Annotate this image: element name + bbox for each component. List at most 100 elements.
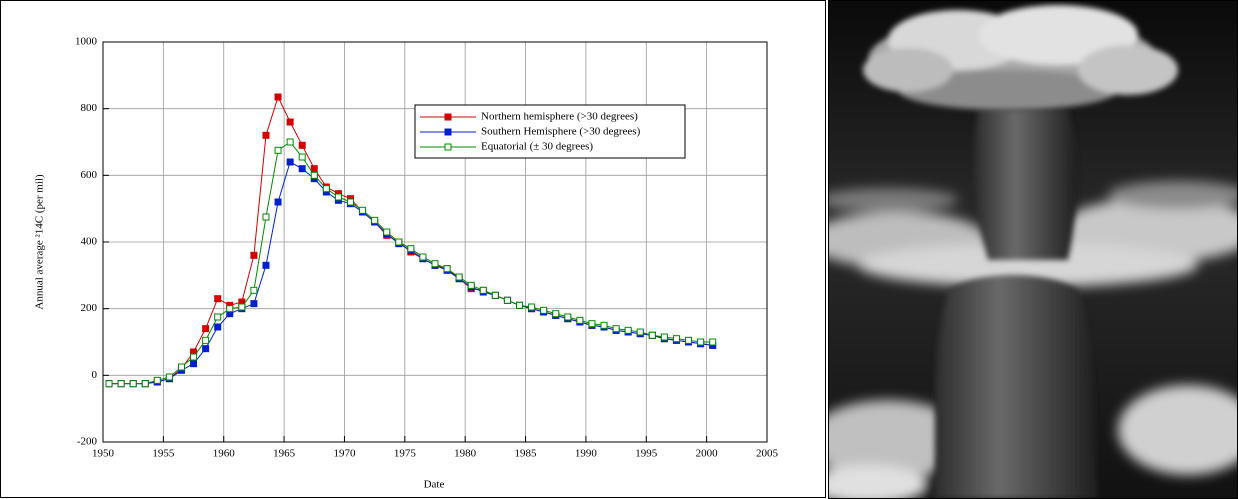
x-tick-label: 1980: [454, 448, 477, 460]
y-axis-label: Annual average ²14C (per mil): [34, 174, 46, 310]
marker: [165, 373, 173, 381]
marker: [648, 331, 656, 339]
marker: [503, 296, 511, 304]
marker: [238, 303, 246, 311]
marker: [612, 325, 620, 333]
marker: [431, 260, 439, 268]
marker: [310, 165, 318, 173]
y-tick-label: 1000: [75, 36, 98, 48]
marker: [528, 303, 536, 311]
marker: [286, 138, 294, 146]
marker: [636, 328, 644, 336]
marker: [262, 213, 270, 221]
marker: [250, 251, 258, 259]
marker: [274, 146, 282, 154]
marker: [552, 310, 560, 318]
marker: [443, 265, 451, 273]
marker: [141, 380, 149, 388]
legend-marker: [444, 113, 452, 121]
legend: Northern hemisphere (>30 degrees) Souther…: [414, 104, 686, 159]
x-tick-label: 1965: [273, 448, 296, 460]
x-tick-label: 2000: [696, 448, 719, 460]
marker: [190, 353, 198, 361]
marker: [334, 193, 342, 201]
marker: [685, 336, 693, 344]
y-tick-label: 800: [81, 102, 98, 114]
marker: [298, 141, 306, 149]
marker: [214, 313, 222, 321]
marker: [660, 333, 668, 341]
marker: [322, 185, 330, 193]
marker: [371, 216, 379, 224]
marker: [467, 281, 475, 289]
marker: [672, 335, 680, 343]
marker: [202, 336, 210, 344]
marker: [359, 206, 367, 214]
marker: [117, 380, 125, 388]
marker: [588, 320, 596, 328]
mushroom-cap: [863, 5, 1178, 110]
marker: [274, 93, 282, 101]
marker: [202, 325, 210, 333]
marker: [129, 380, 137, 388]
x-tick-label: 1990: [575, 448, 598, 460]
legend-label: Southern Hemisphere (>30 degrees): [481, 126, 641, 138]
marker: [346, 198, 354, 206]
marker: [624, 326, 632, 334]
legend-marker: [444, 128, 452, 136]
marker: [177, 363, 185, 371]
y-tick-label: -200: [77, 436, 98, 448]
marker: [274, 198, 282, 206]
marker: [202, 345, 210, 353]
marker: [407, 245, 415, 253]
marker: [298, 165, 306, 173]
marker: [576, 316, 584, 324]
chart: Date Annual average ²14C (per mil) North…: [0, 0, 826, 498]
marker: [190, 360, 198, 368]
series: [105, 138, 717, 388]
marker: [214, 295, 222, 303]
marker: [697, 338, 705, 346]
x-tick-label: 1970: [333, 448, 356, 460]
marker: [516, 301, 524, 309]
marker: [564, 313, 572, 321]
marker: [455, 273, 463, 281]
x-tick-label: 1995: [635, 448, 658, 460]
marker: [250, 286, 258, 294]
marker: [105, 380, 113, 388]
marker: [491, 291, 499, 299]
legend-marker: [444, 143, 452, 151]
y-tick-label: 600: [81, 169, 98, 181]
marker: [153, 376, 161, 384]
marker: [709, 338, 717, 346]
marker: [298, 153, 306, 161]
legend-label: Northern hemisphere (>30 degrees): [481, 111, 638, 123]
y-tick-label: 0: [92, 369, 98, 381]
mushroom-stem: [933, 110, 1098, 499]
marker: [250, 300, 258, 308]
marker: [479, 286, 487, 294]
marker: [310, 171, 318, 179]
photo: [828, 0, 1238, 499]
marker: [262, 261, 270, 269]
x-tick-label: 1985: [515, 448, 538, 460]
marker: [540, 306, 548, 314]
marker: [383, 228, 391, 236]
x-tick-label: 1950: [92, 448, 115, 460]
marker: [286, 118, 294, 126]
marker: [214, 323, 222, 331]
marker: [395, 238, 403, 246]
marker: [419, 253, 427, 261]
x-axis-label: Date: [424, 479, 445, 491]
marker: [262, 131, 270, 139]
x-tick-label: 1975: [394, 448, 417, 460]
y-tick-label: 200: [81, 302, 98, 314]
x-tick-label: 1960: [213, 448, 236, 460]
x-tick-label: 2005: [756, 448, 779, 460]
marker: [286, 158, 294, 166]
cloud-band: [828, 181, 1238, 499]
series-layer: [105, 93, 717, 388]
y-tick-label: 400: [81, 236, 98, 248]
marker: [600, 321, 608, 329]
